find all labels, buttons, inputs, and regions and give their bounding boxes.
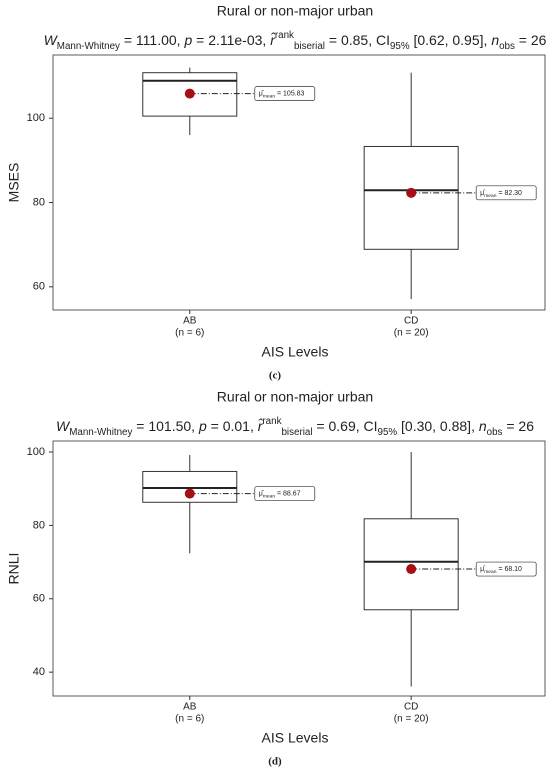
text-part: 95%: [390, 41, 410, 52]
caption: (c): [269, 370, 282, 382]
text-part: mean: [263, 94, 276, 99]
mean-value-label: 82.30: [504, 190, 522, 197]
text-part: p: [183, 32, 192, 48]
box: [363, 145, 459, 250]
text-part: obs: [499, 41, 515, 52]
text-part: W: [44, 32, 59, 48]
x-tick-note: (n = 6): [175, 714, 204, 725]
mean-label-box: [254, 486, 316, 501]
text-part: =: [275, 490, 283, 497]
text-part: μ̂: [480, 566, 486, 573]
y-tick-label: 60: [33, 593, 45, 605]
mean-point: [184, 88, 195, 99]
text-part: 95%: [378, 427, 398, 438]
text-part: mean: [484, 570, 497, 575]
y-tick-label: 80: [33, 519, 45, 531]
text-part: = 101.50,: [132, 418, 199, 434]
text-part: μ̂: [259, 490, 265, 497]
text-part: p: [198, 418, 207, 434]
text-part: = 26: [502, 418, 534, 434]
text-part: = 0.01,: [207, 418, 258, 434]
text-part: n: [491, 32, 499, 48]
x-axis-label: AIS Levels: [262, 344, 329, 360]
text-part: = 2.11e-03,: [192, 32, 270, 48]
y-tick-label: 40: [33, 666, 45, 678]
mean-label-box: [475, 561, 537, 577]
text-part: r̂: [270, 31, 276, 48]
text-part: mean: [263, 494, 276, 499]
x-tick-note: (n = 6): [175, 328, 204, 339]
mean-label-box: [475, 185, 537, 201]
text-part: Mann-Whitney: [69, 427, 132, 438]
mean-value-label: 88.67: [283, 490, 301, 497]
x-tick-note: (n = 20): [394, 714, 429, 725]
x-tick-note: (n = 20): [394, 328, 429, 339]
text-part: rank: [275, 30, 294, 41]
x-tick-label: CD: [404, 316, 418, 327]
y-tick-label: 100: [27, 446, 45, 458]
text-part: μ̂: [259, 90, 265, 97]
y-axis-label: MSES: [6, 163, 22, 203]
x-tick-label: CD: [404, 702, 418, 713]
text-part: obs: [487, 427, 503, 438]
mean-label: μ̂mean = 68.10: [480, 566, 522, 575]
text-part: = 111.00,: [120, 32, 184, 48]
chart-subtitle: WMann-Whitney = 101.50, p = 0.01, r̂rank…: [56, 416, 534, 438]
text-part: μ̂: [480, 190, 486, 197]
y-tick-label: 80: [33, 196, 45, 208]
text-part: =: [496, 566, 504, 573]
plot-frame: [52, 54, 546, 311]
text-part: =: [275, 90, 283, 97]
mean-value-label: 68.10: [504, 566, 522, 573]
text-part: W: [56, 418, 71, 434]
text-part: = 0.69, CI: [313, 418, 378, 434]
chart-subtitle: WMann-Whitney = 111.00, p = 2.11e-03, r̂…: [44, 30, 547, 52]
text-part: n: [479, 418, 487, 434]
mean-point: [406, 564, 417, 575]
text-part: Mann-Whitney: [57, 41, 120, 52]
chart-title: Rural or non-major urban: [217, 3, 373, 19]
mean-point: [406, 187, 417, 198]
x-axis-label: AIS Levels: [262, 730, 329, 746]
text-part: [0.30, 0.88],: [397, 418, 479, 434]
mean-label-box: [254, 86, 316, 102]
text-part: mean: [484, 194, 497, 199]
mean-point: [184, 488, 195, 499]
text-part: biserial: [281, 427, 312, 438]
plot-frame: [52, 440, 546, 697]
mean-label: μ̂mean = 82.30: [480, 190, 522, 199]
x-tick-label: AB: [183, 316, 197, 327]
y-tick-label: 60: [33, 281, 45, 293]
text-part: [0.62, 0.95],: [410, 32, 492, 48]
text-part: biserial: [294, 41, 325, 52]
text-part: = 26: [515, 32, 547, 48]
chart-title: Rural or non-major urban: [217, 389, 373, 405]
y-tick-label: 100: [27, 112, 45, 124]
text-part: r̂: [258, 417, 264, 434]
mean-label: μ̂mean = 105.83: [259, 90, 305, 99]
x-tick-label: AB: [183, 702, 197, 713]
text-part: =: [496, 190, 504, 197]
mean-value-label: 105.83: [283, 90, 305, 97]
text-part: = 0.85, CI: [325, 32, 390, 48]
mean-label: μ̂mean = 88.67: [259, 490, 301, 499]
y-axis-label: RNLI: [6, 553, 22, 585]
caption: (d): [268, 756, 282, 768]
text-part: rank: [262, 416, 281, 427]
